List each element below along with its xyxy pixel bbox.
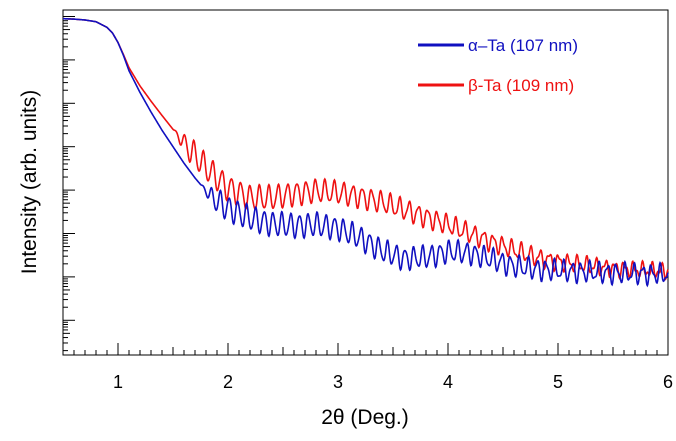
- legend: α–Ta (107 nm) β-Ta (109 nm): [418, 36, 578, 95]
- x-tick-label: 4: [443, 372, 453, 392]
- legend-label-alpha-ta: α–Ta (107 nm): [468, 36, 578, 55]
- x-tick-label: 5: [553, 372, 563, 392]
- x-axis-tick-labels: 1 2 3 4 5 6: [113, 372, 673, 392]
- x-tick-label: 3: [333, 372, 343, 392]
- plot-area: [62, 17, 669, 288]
- x-tick-label: 2: [223, 372, 233, 392]
- y-axis-title: Intensity (arb. units): [18, 90, 41, 274]
- legend-label-beta-ta: β-Ta (109 nm): [468, 76, 574, 95]
- x-tick-label: 6: [663, 372, 673, 392]
- series-line-alpha-ta: [62, 17, 669, 288]
- plot-frame: [62, 9, 669, 356]
- x-tick-label: 1: [113, 372, 123, 392]
- series-line-beta-ta: [62, 17, 669, 281]
- y-axis-ticks: [63, 16, 75, 352]
- x-axis-title: 2θ (Deg.): [321, 406, 409, 429]
- x-axis-ticks: [73, 343, 669, 355]
